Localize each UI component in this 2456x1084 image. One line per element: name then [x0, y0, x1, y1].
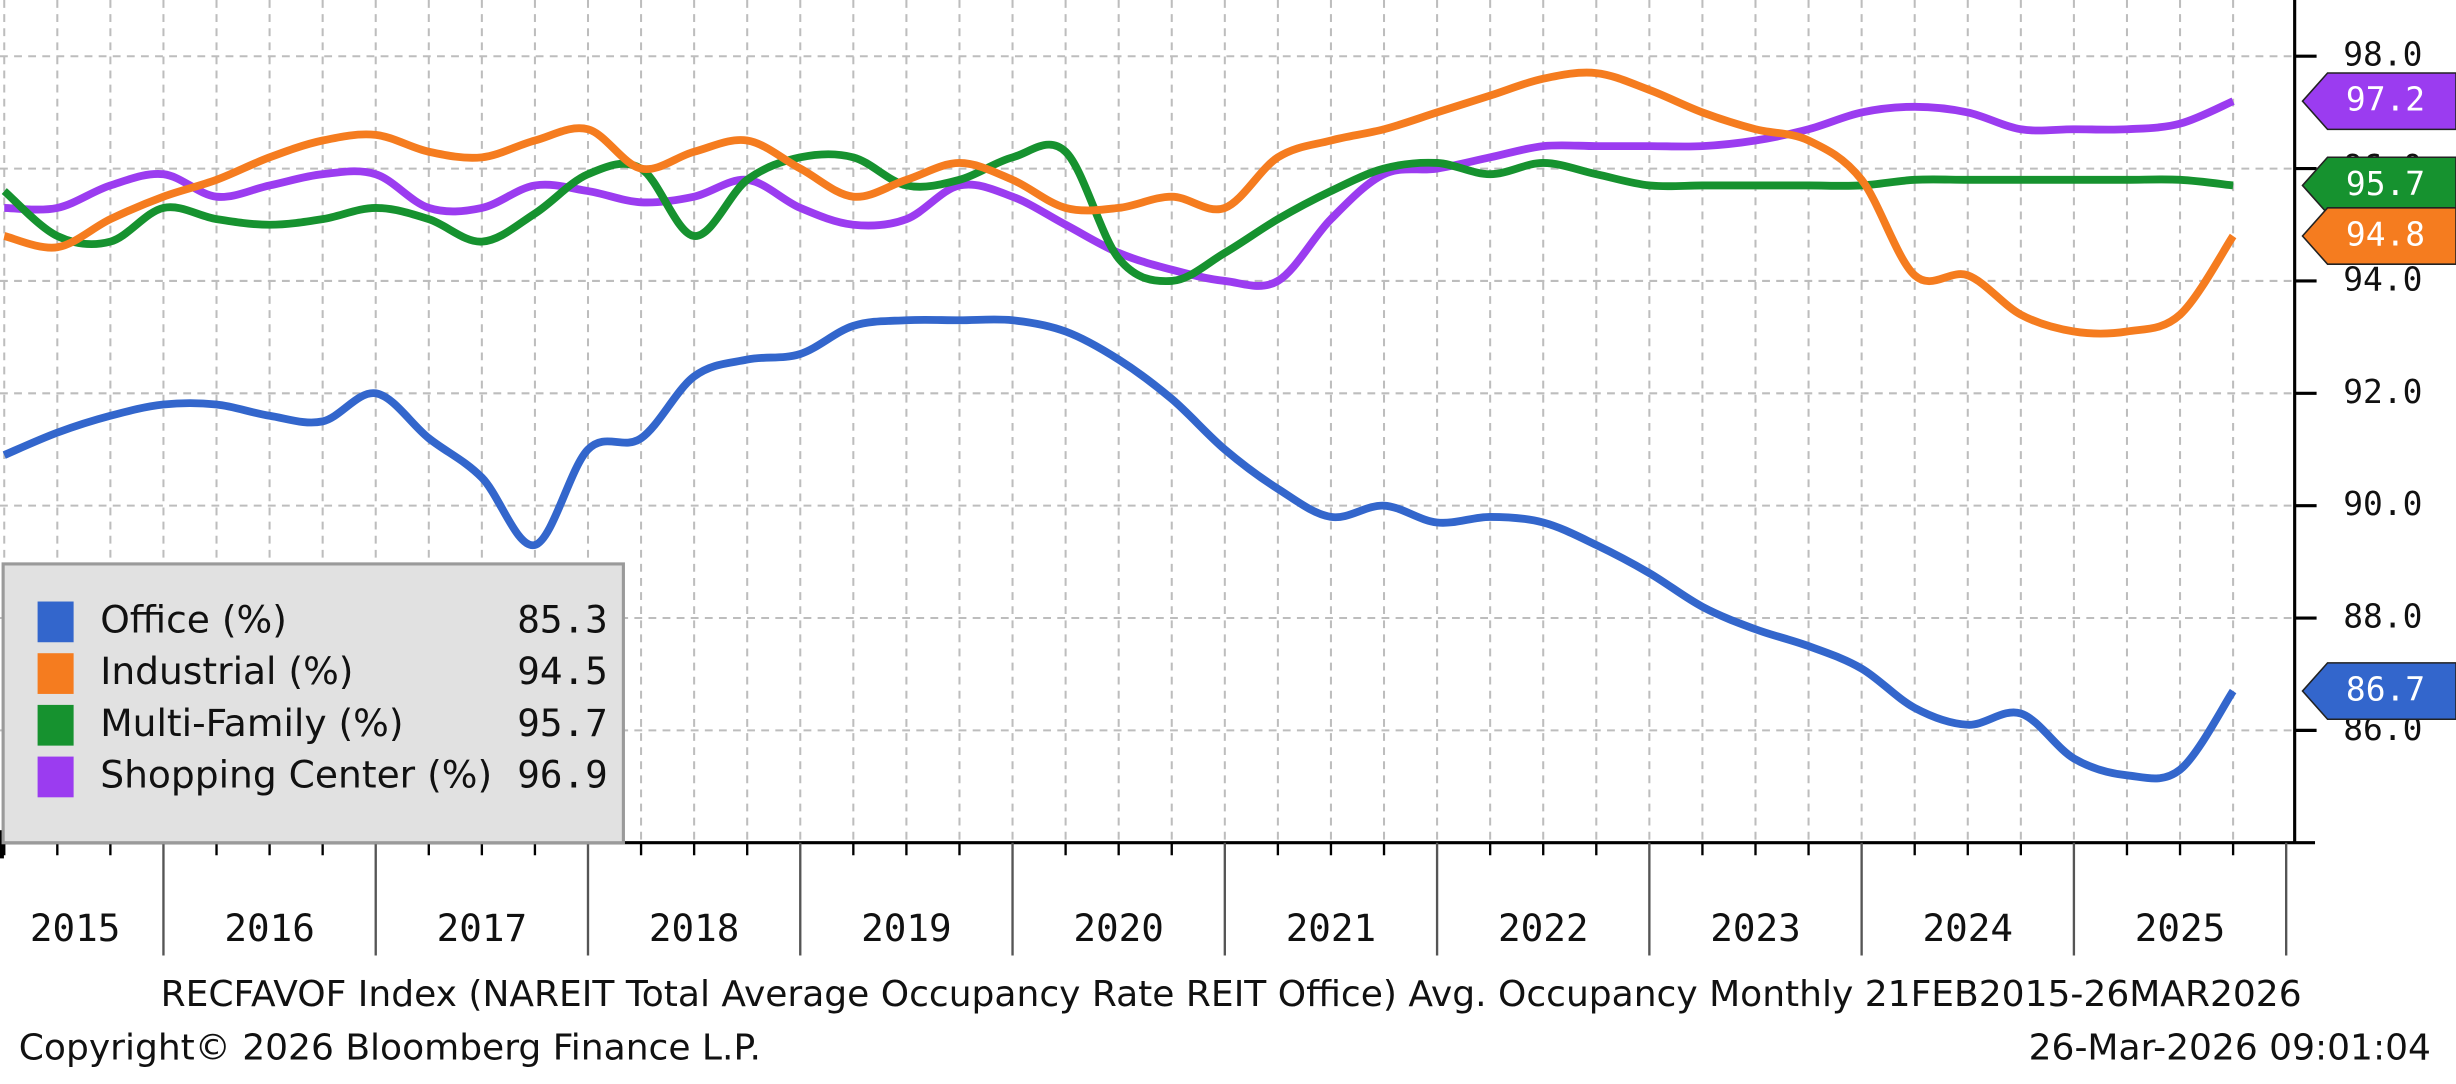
value-tag-label: 94.8 — [2346, 215, 2425, 254]
x-tick-label: 2015 — [30, 906, 121, 950]
copyright: Copyright© 2026 Bloomberg Finance L.P. — [19, 1027, 761, 1068]
last-value-tags: 97.2 95.7 94.8 86.7 — [2301, 72, 2456, 721]
y-tick-label: 94.0 — [2343, 259, 2422, 298]
legend-swatch — [37, 601, 74, 643]
legend: Office (%) 85.3 Industrial (%) 94.5 Multi-Fa… — [1, 562, 625, 845]
timestamp: 26-Mar-2026 09:01:04 — [2029, 1027, 2431, 1068]
x-tick-label: 2023 — [1710, 906, 1800, 950]
footer: RECFAVOF Index (NAREIT Total Average Occ… — [161, 974, 2302, 1015]
legend-label: Multi-Family (%) — [100, 701, 403, 745]
legend-label: Office (%) — [100, 597, 287, 641]
value-tag — [2301, 156, 2456, 215]
x-tick-label: 2025 — [2135, 906, 2226, 950]
value-tag — [2301, 662, 2456, 721]
x-tick-label: 2024 — [1923, 906, 2013, 950]
x-tick-label: 2017 — [437, 906, 528, 950]
value-tag — [2301, 207, 2456, 265]
x-tick-label: 2016 — [224, 906, 315, 950]
x-tick-label: 2022 — [1498, 906, 1589, 950]
legend-value: 96.9 — [517, 752, 608, 796]
value-tag-label: 97.2 — [2346, 80, 2425, 119]
legend-swatch — [37, 756, 74, 798]
legend-value: 94.5 — [517, 649, 608, 693]
legend-value: 95.7 — [517, 701, 608, 745]
legend-swatch — [37, 704, 74, 746]
legend-label: Industrial (%) — [100, 649, 353, 693]
plot-area — [1, 68, 2237, 783]
x-tick-label: 2018 — [649, 906, 740, 950]
value-tag-label: 86.7 — [2346, 670, 2425, 709]
legend-box — [1, 562, 625, 845]
x-tick-label: 2020 — [1073, 906, 1164, 950]
y-tick-label: 88.0 — [2343, 597, 2422, 636]
series-line — [1, 140, 2234, 286]
y-tick-label: 90.0 — [2343, 484, 2422, 523]
y-tick-label: 92.0 — [2343, 372, 2422, 411]
series-line — [3, 68, 2237, 338]
x-tick-label: 2021 — [1286, 906, 1377, 950]
value-tag — [2301, 72, 2456, 131]
legend-value: 85.3 — [517, 597, 608, 641]
legend-swatch — [37, 653, 74, 694]
value-tag-label: 95.7 — [2346, 164, 2425, 203]
x-tick-label: 2019 — [861, 906, 952, 950]
series-line — [2, 315, 2237, 783]
y-tick-label: 98.0 — [2343, 35, 2422, 74]
legend-label: Shopping Center (%) — [100, 752, 492, 796]
